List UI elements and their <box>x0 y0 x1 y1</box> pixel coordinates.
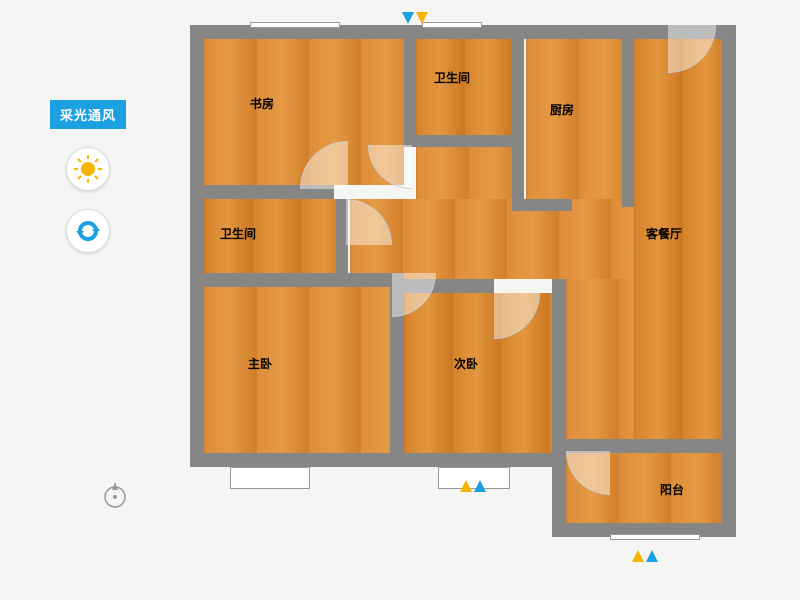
wall <box>190 25 204 467</box>
vent-arrows-top <box>402 12 428 24</box>
wall <box>512 199 572 211</box>
arrow-up-icon <box>474 480 486 492</box>
wall <box>404 25 416 135</box>
window <box>250 22 340 28</box>
label-study: 书房 <box>250 95 274 112</box>
window <box>230 467 310 489</box>
room-fill-1 <box>416 147 512 199</box>
window <box>610 534 700 540</box>
arrow-down-icon <box>416 12 428 24</box>
refresh-button[interactable] <box>66 209 110 253</box>
label-second: 次卧 <box>454 355 478 372</box>
wall <box>552 279 566 439</box>
vent-arrows-bottom-1 <box>460 480 486 492</box>
wall <box>512 39 524 207</box>
compass-icon <box>100 480 130 510</box>
vent-arrows-bottom-2 <box>632 550 658 562</box>
room-living-corridor <box>350 199 634 279</box>
label-bath-top: 卫生间 <box>434 69 470 86</box>
window <box>422 22 482 28</box>
sun-button[interactable] <box>66 147 110 191</box>
wall <box>622 39 634 207</box>
wall <box>722 25 736 537</box>
side-panel: 采光通风 <box>50 100 126 253</box>
wall <box>190 453 566 467</box>
room-master <box>204 287 390 453</box>
arrow-down-icon <box>402 12 414 24</box>
label-living: 客餐厅 <box>646 225 682 242</box>
room-living-lower <box>566 279 634 439</box>
wall <box>552 439 736 453</box>
label-kitchen: 厨房 <box>550 101 574 118</box>
arrow-up-icon <box>632 550 644 562</box>
room-bath-top <box>416 39 512 135</box>
side-label: 采光通风 <box>50 100 126 129</box>
arrow-up-icon <box>460 480 472 492</box>
wall <box>404 135 512 147</box>
sun-icon <box>73 154 103 184</box>
label-balcony: 阳台 <box>660 481 684 498</box>
wall <box>204 273 404 287</box>
room-kitchen <box>526 39 622 199</box>
refresh-icon <box>74 217 102 245</box>
label-master: 主卧 <box>248 355 272 372</box>
arrow-up-icon <box>646 550 658 562</box>
label-bath-left: 卫生间 <box>220 225 256 242</box>
